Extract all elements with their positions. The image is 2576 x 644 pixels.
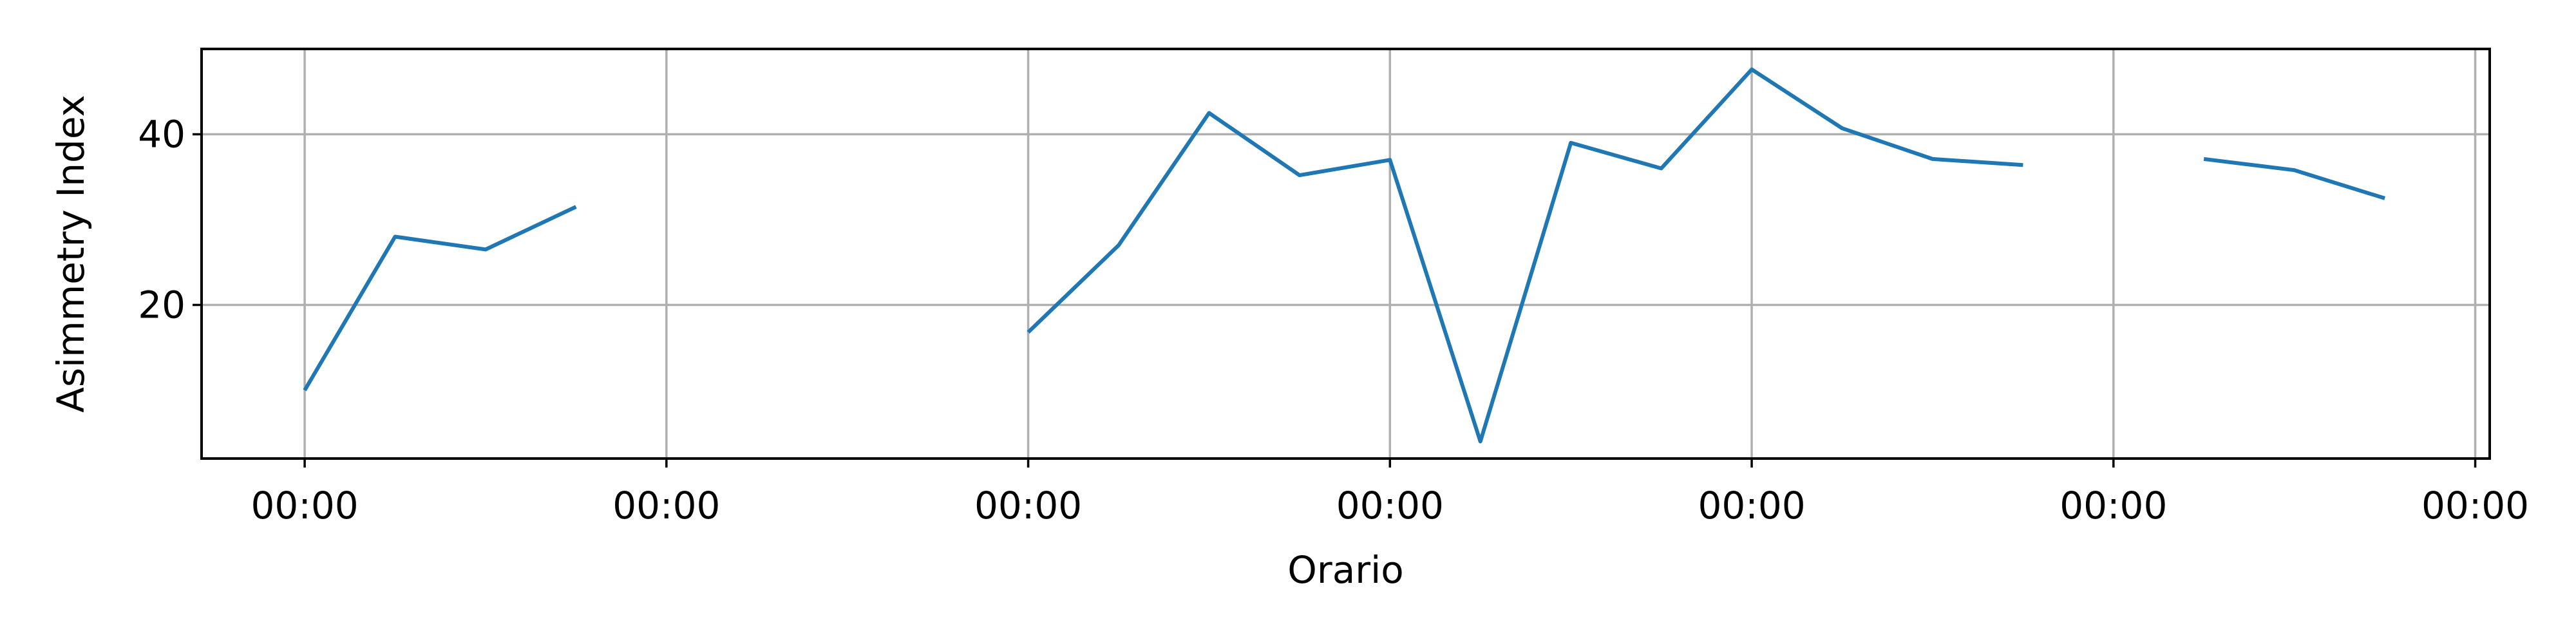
axis-ticks: 00:00 00:00 00:00 00:00 00:00 00:00 00:00 20 40 <box>138 113 2529 528</box>
series-line-segment <box>2203 156 2385 200</box>
x-tick-label: 00:00 <box>1698 484 1805 527</box>
series-line-segment <box>303 205 577 392</box>
x-tick-label: 00:00 <box>1336 484 1444 527</box>
x-tick-label: 00:00 <box>2060 484 2167 527</box>
x-tick-label: 00:00 <box>2421 484 2529 527</box>
x-axis-label: Orario <box>1287 548 1404 592</box>
x-tick-label: 00:00 <box>612 484 720 527</box>
y-axis-label: Asimmetry Index <box>49 95 93 413</box>
x-tick-label: 00:00 <box>974 484 1082 527</box>
series-line-segment <box>1027 67 2023 444</box>
x-tick-label: 00:00 <box>251 484 359 527</box>
grid-lines <box>202 49 2490 459</box>
y-tick-label: 20 <box>138 283 185 327</box>
series-lines <box>303 67 2385 444</box>
plot-frame <box>200 48 2491 460</box>
y-tick-label: 40 <box>138 113 185 156</box>
